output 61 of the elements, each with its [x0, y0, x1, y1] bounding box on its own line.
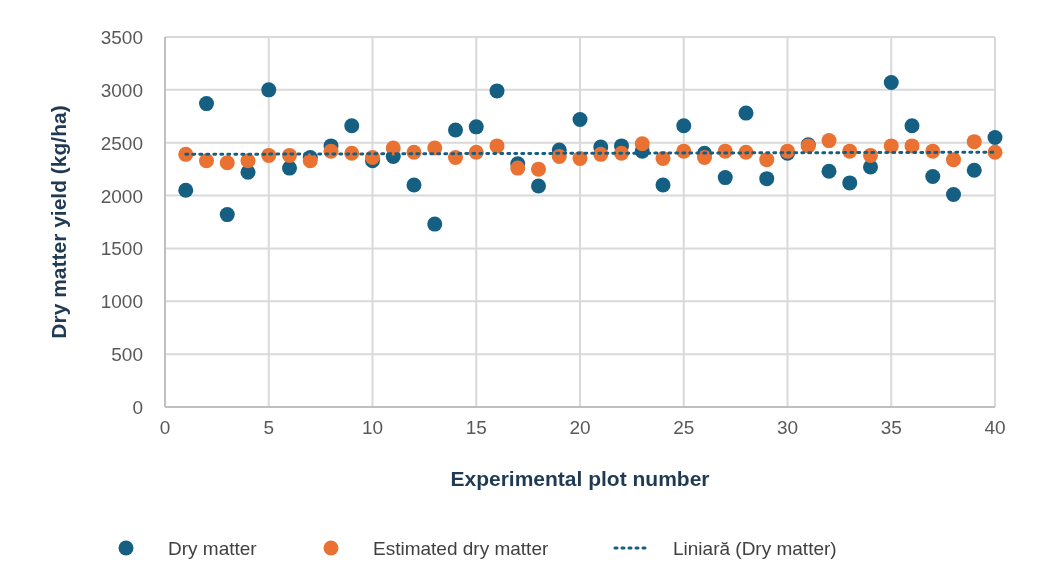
point [427, 216, 443, 232]
point [406, 177, 422, 193]
x-tick-label: 0 [159, 417, 171, 438]
y-tick-label: 3000 [100, 79, 143, 101]
point [759, 152, 775, 168]
point [925, 169, 941, 185]
point [510, 160, 526, 176]
point [966, 162, 982, 178]
y-tick-label: 1500 [100, 238, 143, 260]
point [883, 138, 899, 154]
y-tick-label: 3500 [100, 27, 143, 48]
y-tick-label: 2000 [100, 185, 143, 207]
point [655, 177, 671, 193]
x-tick-label: 10 [361, 417, 384, 438]
point [468, 119, 484, 135]
point [572, 111, 588, 127]
point [344, 118, 360, 134]
point [946, 152, 961, 168]
point [489, 83, 505, 99]
point [987, 129, 1003, 145]
y-axis-title: Dry matter yield (kg/ha) [47, 105, 70, 339]
point [676, 118, 692, 134]
y-tick-label: 2500 [100, 132, 143, 154]
point [904, 138, 920, 154]
point [448, 122, 463, 138]
x-tick-label: 40 [984, 417, 1006, 438]
legend-label: Estimated dry matter [373, 538, 549, 559]
y-tick-label: 500 [111, 344, 143, 366]
point [531, 178, 546, 194]
x-tick-label: 20 [569, 417, 591, 438]
y-tick-label: 1000 [100, 291, 143, 313]
point [821, 133, 837, 149]
point [240, 153, 256, 169]
point [261, 82, 277, 98]
point [219, 155, 235, 171]
y-tick-label: 0 [132, 397, 143, 418]
point [759, 171, 775, 187]
x-tick-label: 25 [673, 417, 695, 438]
point [738, 105, 754, 121]
point [199, 153, 214, 169]
x-tick-label: 30 [776, 417, 799, 438]
point [282, 160, 297, 176]
point [489, 138, 505, 154]
point [904, 118, 920, 134]
point [842, 175, 858, 191]
x-tick-label: 35 [880, 417, 902, 438]
point [717, 170, 733, 186]
legend-label: Dry matter [168, 538, 258, 559]
x-tick-label: 15 [465, 417, 487, 438]
point [634, 136, 650, 152]
point [821, 163, 837, 179]
point [883, 74, 899, 90]
point [178, 182, 194, 198]
point [966, 134, 982, 150]
legend-label: Liniară (Dry matter) [673, 538, 837, 559]
x-axis-title: Experimental plot number [450, 467, 710, 490]
point [219, 207, 235, 223]
x-tick-label: 5 [263, 417, 275, 438]
point [946, 187, 961, 203]
point [531, 161, 546, 177]
point [199, 96, 214, 112]
